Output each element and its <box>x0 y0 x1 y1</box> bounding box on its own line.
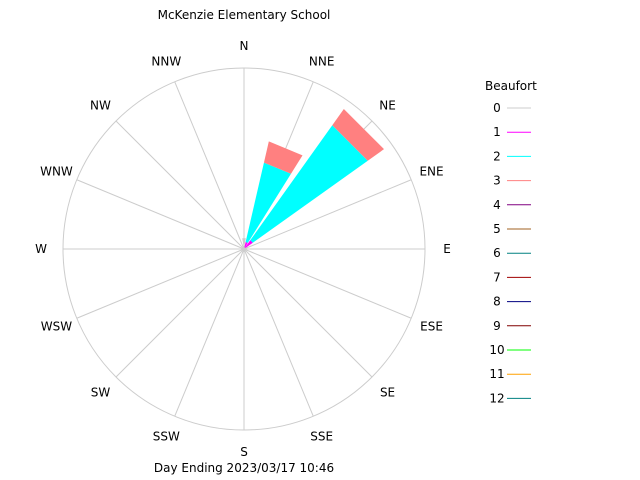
spoke-wnw <box>76 179 245 250</box>
legend-label-12: 12 <box>489 391 504 405</box>
spoke-nw <box>115 120 245 250</box>
direction-label-wsw: WSW <box>41 320 72 334</box>
legend-label-6: 6 <box>493 246 501 260</box>
legend-label-4: 4 <box>493 198 501 212</box>
direction-label-n: N <box>240 39 249 53</box>
legend-label-0: 0 <box>493 101 501 115</box>
legend-label-1: 1 <box>493 125 501 139</box>
legend-label-11: 11 <box>489 367 504 381</box>
chart-title: McKenzie Elementary School <box>158 8 331 22</box>
wind-sectors <box>242 109 384 249</box>
legend-title: Beaufort <box>485 79 537 93</box>
legend-label-8: 8 <box>493 295 501 309</box>
spoke-wsw <box>76 248 245 319</box>
direction-label-s: S <box>240 445 248 459</box>
spoke-nnw <box>174 81 245 250</box>
direction-label-e: E <box>443 242 451 256</box>
legend-label-10: 10 <box>489 343 504 357</box>
wedge-nne-beaufort-1 <box>244 241 248 248</box>
wedge-nne-beaufort-3 <box>263 141 303 174</box>
wedge-nne-beaufort-2 <box>245 162 291 243</box>
legend-label-9: 9 <box>493 319 501 333</box>
wedge-ne-beaufort-2 <box>250 125 368 243</box>
polar-grid <box>62 67 426 431</box>
chart-footer: Day Ending 2023/03/17 10:46 <box>154 461 334 475</box>
spoke-sse <box>243 248 314 417</box>
direction-label-nw: NW <box>90 98 111 112</box>
spoke-sw <box>115 248 245 378</box>
legend-label-5: 5 <box>493 222 501 236</box>
wedge-ne-beaufort-0 <box>244 247 246 249</box>
spoke-ese <box>243 248 412 319</box>
direction-label-nnw: NNW <box>151 54 181 68</box>
legend-label-2: 2 <box>493 149 501 163</box>
spoke-ene <box>243 179 412 250</box>
direction-label-sse: SSE <box>310 430 333 444</box>
spoke-ssw <box>174 248 245 417</box>
direction-label-nne: NNE <box>309 54 335 68</box>
direction-label-ssw: SSW <box>153 430 180 444</box>
wedge-ne-beaufort-3 <box>332 109 384 161</box>
wedge-nne-beaufort-0 <box>244 247 245 249</box>
direction-label-ese: ESE <box>420 320 443 334</box>
direction-label-w: W <box>35 242 47 256</box>
spoke-se <box>243 248 373 378</box>
direction-label-ene: ENE <box>419 164 443 178</box>
legend-label-3: 3 <box>493 174 501 188</box>
direction-labels: N NNE NE ENE E ESE SE SSE S SSW SW WSW W WNW NW NNW <box>35 39 451 459</box>
direction-label-ne: NE <box>379 98 396 112</box>
legend-label-7: 7 <box>493 270 501 284</box>
direction-label-se: SE <box>380 386 395 400</box>
wedge-n-beaufort-0 <box>242 238 246 249</box>
direction-label-wnw: WNW <box>40 164 73 178</box>
direction-label-sw: SW <box>91 386 111 400</box>
wedge-ne-beaufort-1 <box>245 240 253 248</box>
